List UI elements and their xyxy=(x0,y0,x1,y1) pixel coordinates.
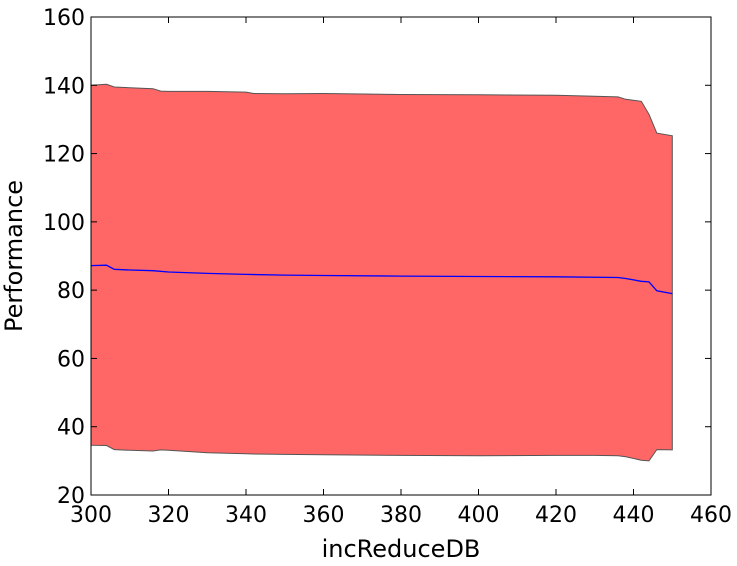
y-tick-label: 20 xyxy=(57,484,85,509)
x-tick-label: 460 xyxy=(690,503,732,528)
y-tick-label: 160 xyxy=(43,6,85,31)
x-tick-label: 320 xyxy=(148,503,190,528)
y-tick-label: 40 xyxy=(57,416,85,441)
mean-line xyxy=(90,264,673,295)
x-tick-label: 360 xyxy=(303,503,345,528)
y-axis: 20 40 60 80 100 120 140 160 xyxy=(43,6,711,509)
y-tick-label: 60 xyxy=(57,347,85,372)
y-tick-label: 120 xyxy=(43,143,85,168)
x-tick-label: 380 xyxy=(380,503,422,528)
x-tick-label: 440 xyxy=(613,503,655,528)
x-tick-label: 400 xyxy=(458,503,500,528)
y-axis-title: Performance xyxy=(0,180,28,332)
x-tick-label: 300 xyxy=(70,503,112,528)
plot-area xyxy=(90,83,673,462)
y-tick-label: 80 xyxy=(57,279,85,304)
x-tick-label: 340 xyxy=(225,503,267,528)
y-tick-label: 140 xyxy=(43,74,85,99)
x-axis: 300 320 340 360 380 400 420 440 460 xyxy=(70,17,732,528)
x-axis-title: incReduceDB xyxy=(322,535,481,563)
range-band xyxy=(90,83,673,462)
y-tick-label: 100 xyxy=(43,211,85,236)
x-tick-label: 420 xyxy=(535,503,577,528)
